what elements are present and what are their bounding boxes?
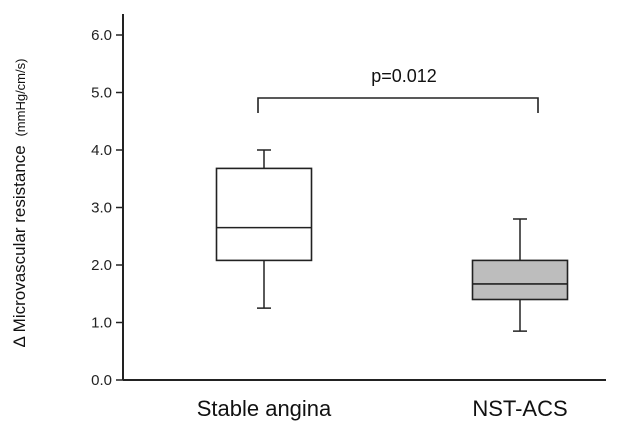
x-category-label: Stable angina: [197, 396, 332, 421]
x-category-label: NST-ACS: [472, 396, 567, 421]
bracket-line: [257, 97, 539, 113]
y-axis-title-main: Δ Microvascular resistance: [10, 145, 29, 347]
boxes: [215, 149, 569, 332]
box-iqr: [215, 167, 313, 262]
box-stable-angina: [215, 149, 313, 309]
y-axis-title-unit: (mmHg/cm/s): [13, 59, 28, 137]
y-tick-label: 5.0: [91, 85, 112, 102]
significance-bracket: p=0.012: [257, 66, 539, 113]
box-iqr: [471, 259, 569, 301]
y-tick-label: 6.0: [91, 27, 112, 44]
y-tick-label: 2.0: [91, 257, 112, 274]
p-value-label: p=0.012: [371, 66, 437, 86]
box-nst-acs: [471, 218, 569, 332]
y-axis: 0.0 1.0 2.0 3.0 4.0 5.0 6.0: [91, 14, 124, 389]
y-axis-title: Δ Microvascular resistance (mmHg/cm/s): [10, 59, 29, 348]
x-axis: Stable angina NST-ACS: [123, 379, 606, 421]
y-tick-label: 1.0: [91, 315, 112, 332]
y-tick-label: 0.0: [91, 372, 112, 389]
y-tick-label: 3.0: [91, 200, 112, 217]
y-tick-label: 4.0: [91, 142, 112, 159]
